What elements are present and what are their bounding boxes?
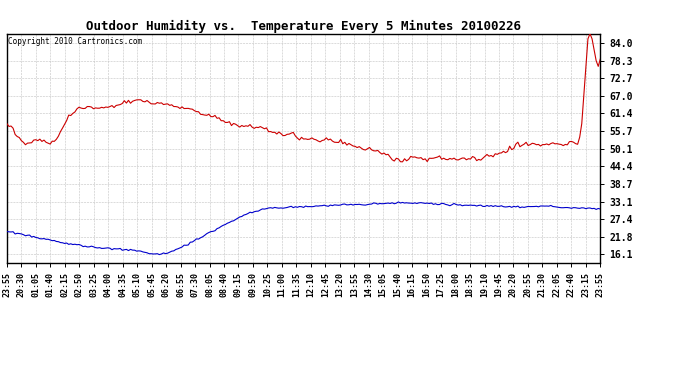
Text: Copyright 2010 Cartronics.com: Copyright 2010 Cartronics.com [8,37,142,46]
Title: Outdoor Humidity vs.  Temperature Every 5 Minutes 20100226: Outdoor Humidity vs. Temperature Every 5… [86,20,521,33]
